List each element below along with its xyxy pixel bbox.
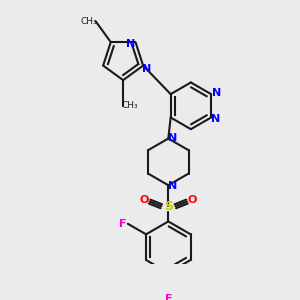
Text: N: N (168, 133, 178, 143)
Text: N: N (142, 64, 151, 74)
Text: N: N (212, 88, 221, 98)
Text: N: N (168, 181, 178, 191)
Text: N: N (126, 39, 135, 49)
Text: N: N (211, 114, 220, 124)
Text: F: F (165, 293, 172, 300)
Text: F: F (119, 219, 127, 229)
Text: O: O (140, 195, 149, 206)
Text: CH₃: CH₃ (122, 101, 139, 110)
Text: O: O (188, 195, 197, 206)
Text: CH₃: CH₃ (80, 17, 97, 26)
Text: S: S (164, 200, 173, 213)
